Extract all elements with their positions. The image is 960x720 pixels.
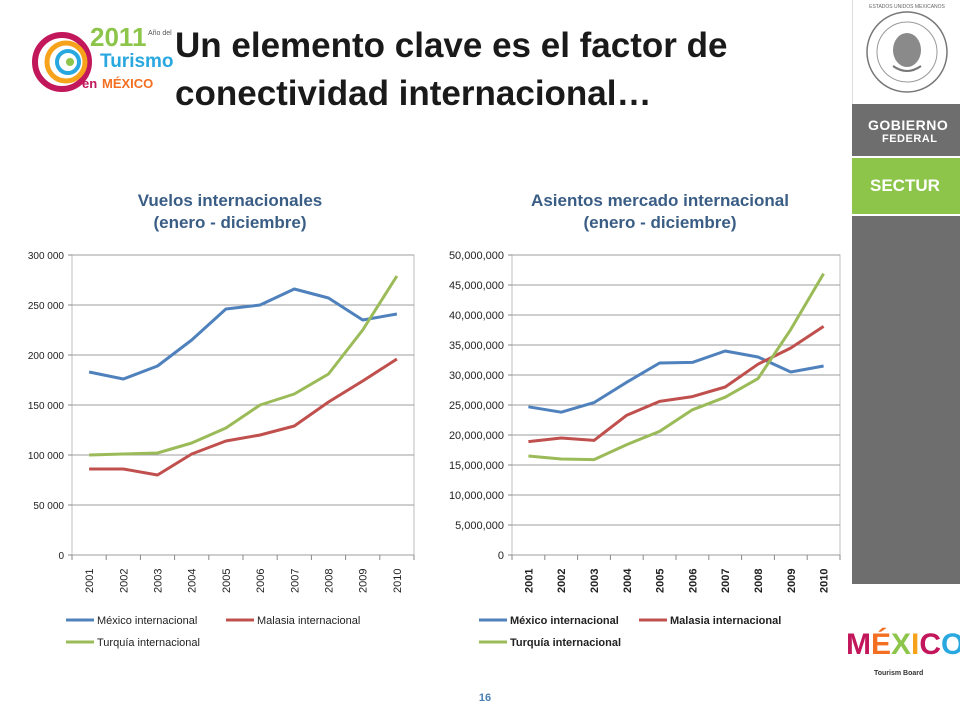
chart-1-ytick-label: 50 000	[33, 501, 64, 512]
chart-2-ytick-label: 5,000,000	[455, 520, 504, 532]
seal-text: ESTADOS UNIDOS MEXICANOS	[869, 4, 945, 10]
chart-1-title-line-2: (enero - diciembre)	[153, 213, 307, 232]
chart-1-xtick-label: 2002	[118, 569, 130, 593]
government-side-bar: ESTADOS UNIDOS MEXICANOS GOBIERNO FEDERA…	[846, 0, 960, 720]
chart-2-xtick-label: 2002	[556, 569, 568, 593]
chart-2-ytick-label: 35,000,000	[449, 340, 504, 352]
chart-2-xtick-label: 2001	[523, 569, 535, 593]
chart-1-ytick-label: 0	[58, 551, 64, 562]
spiral-logo-icon	[32, 32, 92, 92]
chart-2-ytick-label: 0	[498, 550, 504, 562]
chart-1-xtick-label: 2001	[84, 569, 96, 593]
chart-2-title-line-2: (enero - diciembre)	[583, 213, 737, 232]
chart-2-xtick-label: 2010	[819, 569, 831, 593]
chart-1-vuelos: 0 50 000 100 000 150 000 200 000 250 000 300 0…	[28, 251, 415, 649]
tourism-board-text: Tourism Board	[874, 670, 924, 677]
chart-2-ytick-label: 10,000,000	[449, 490, 504, 502]
chart-2-ytick-label: 50,000,000	[449, 250, 504, 262]
chart-1-series-line-1	[88, 287, 398, 381]
chart-2-series-line-2	[528, 325, 825, 444]
chart-2-title-line-1: Asientos mercado internacional	[531, 191, 789, 210]
chart-1-series-line-2	[89, 357, 398, 477]
mexican-seal-icon	[866, 11, 948, 93]
chart-2-series-line-1	[528, 349, 824, 414]
slide-title: Un elemento clave es el factor de conect…	[175, 22, 815, 118]
seal-box: ESTADOS UNIDOS MEXICANOS	[852, 0, 960, 104]
turismo-2011-logo: 2011 Año del Turismo en MÉXICO	[30, 20, 174, 98]
chart-2-ytick-label: 15,000,000	[449, 460, 504, 472]
gobierno-federal-label: GOBIERNO FEDERAL	[852, 104, 960, 156]
chart-1-series-line-3	[89, 275, 399, 457]
chart-2-asientos: 0 5,000,000 10,000,000 15,000,000 20,000,000…	[449, 250, 841, 649]
logo-turismo: Turismo	[100, 51, 174, 72]
chart-1-ytick-label: 100 000	[28, 451, 65, 462]
chart-2-ytick-label: 20,000,000	[449, 430, 504, 442]
page-number: 16	[478, 692, 492, 704]
chart-1-xtick-label: 2009	[358, 569, 370, 593]
chart-1-xtick-label: 2006	[255, 569, 267, 593]
chart-1-title: Vuelos internacionales (enero - diciembr…	[60, 190, 400, 234]
slide-title-line-1: Un elemento clave es el factor de	[175, 26, 728, 65]
chart-1-xtick-label: 2003	[153, 569, 165, 593]
chart-2-series-line-3	[528, 272, 825, 462]
sectur-text: SECTUR	[870, 176, 940, 195]
gray-column	[852, 216, 960, 584]
chart-2-ytick-label: 45,000,000	[449, 280, 504, 292]
chart-1-ytick-label: 250 000	[28, 301, 65, 312]
chart-2-xtick-label: 2003	[589, 569, 601, 593]
chart-1-xtick-label: 2004	[187, 569, 199, 593]
logo-small-line: Año del	[148, 30, 172, 37]
gobierno-text: GOBIERNO	[868, 117, 949, 133]
chart-1-ytick-label: 150 000	[28, 401, 65, 412]
chart-2-xtick-label: 2004	[622, 568, 634, 593]
logo-mexico: MÉXICO	[102, 76, 154, 91]
chart-2-ytick-label: 25,000,000	[449, 400, 504, 412]
chart-2-xtick-label: 2005	[655, 569, 667, 593]
chart-1-legend-label-3: Turquía internacional	[97, 637, 200, 649]
chart-1-xtick-label: 2008	[324, 569, 336, 593]
chart-1-ytick-label: 300 000	[28, 251, 65, 262]
chart-1-legend-label-1: México internacional	[97, 615, 197, 627]
federal-text: FEDERAL	[882, 133, 938, 145]
chart-1-xtick-label: 2010	[392, 569, 404, 593]
chart-1-xtick-label: 2007	[289, 569, 301, 593]
chart-2-legend-label-2: Malasia internacional	[670, 615, 781, 627]
mexico-brand-text: MÉXICO	[846, 628, 960, 661]
logo-year: 2011	[90, 22, 147, 52]
chart-2-ytick-label: 30,000,000	[449, 370, 504, 382]
chart-2-ytick-label: 40,000,000	[449, 310, 504, 322]
chart-2-legend-label-3: Turquía internacional	[510, 637, 621, 649]
chart-1-title-line-1: Vuelos internacionales	[137, 191, 323, 210]
chart-2-xtick-label: 2006	[687, 569, 699, 593]
chart-2-xtick-label: 2008	[753, 569, 765, 593]
chart-1-xtick-label: 2005	[221, 569, 233, 593]
sectur-label: SECTUR	[852, 158, 960, 214]
mexico-tourism-board-logo: MÉXICO Tourism Board	[846, 628, 960, 688]
chart-2-title: Asientos mercado internacional (enero - …	[480, 190, 840, 234]
logo-en: en	[82, 76, 98, 91]
slide-title-line-2: conectividad internacional…	[175, 74, 652, 113]
chart-1-legend-label-2: Malasia internacional	[257, 615, 360, 627]
chart-2-xtick-label: 2007	[720, 569, 732, 593]
chart-2-xtick-label: 2009	[786, 569, 798, 593]
chart-2-legend-label-1: México internacional	[510, 615, 619, 627]
chart-1-ytick-label: 200 000	[28, 351, 65, 362]
